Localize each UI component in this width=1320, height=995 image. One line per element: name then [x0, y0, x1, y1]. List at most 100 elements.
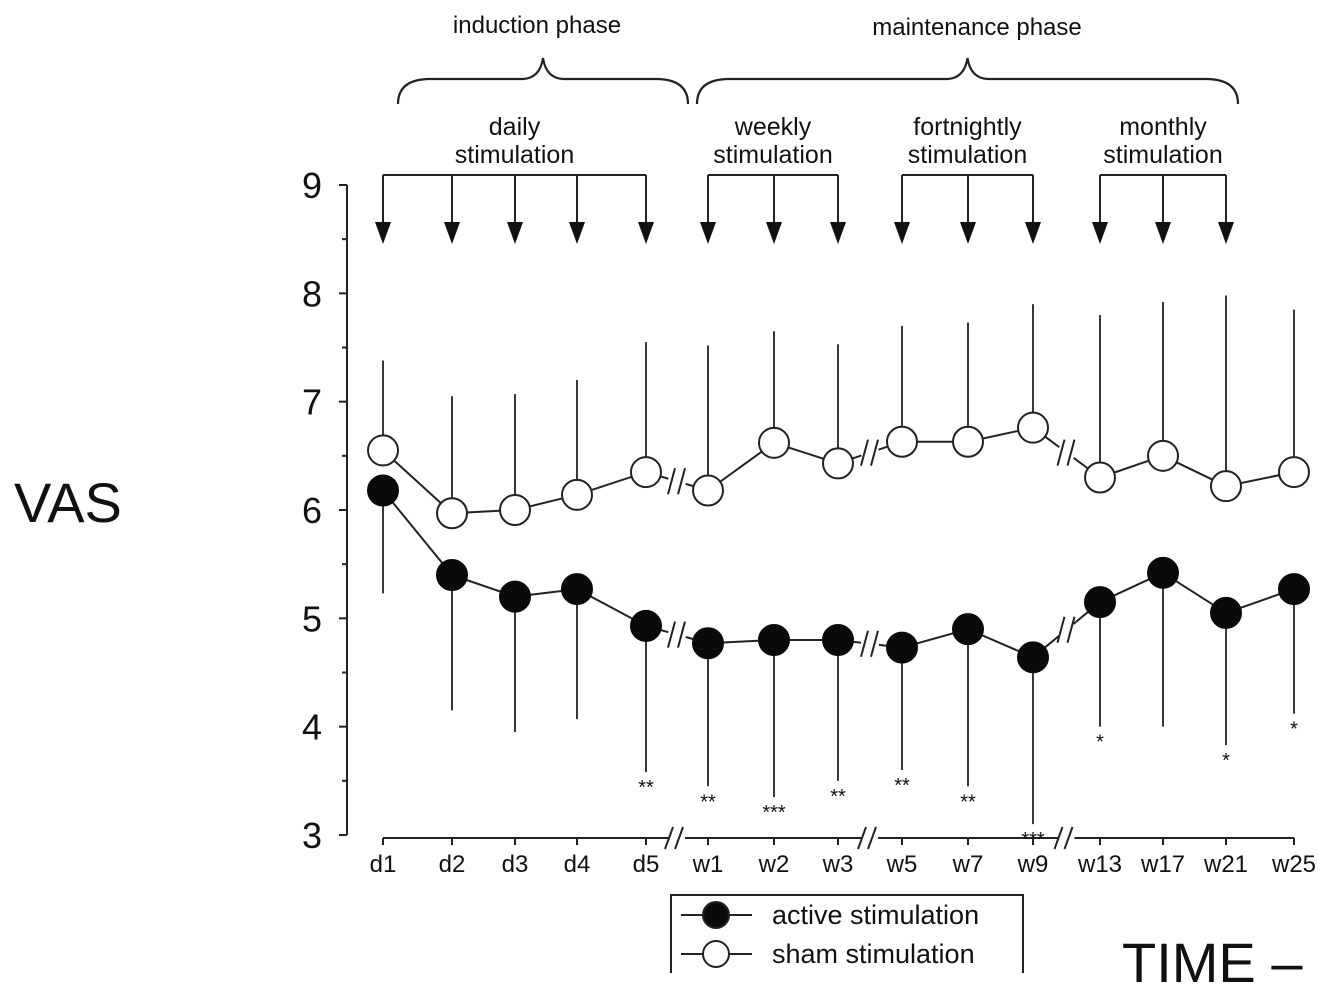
x-tick-label: d3: [502, 851, 529, 878]
y-tick-label: 3: [302, 815, 322, 856]
x-axis-label: TIME –: [1122, 931, 1303, 994]
stimulation-arrowhead: [1218, 222, 1234, 244]
significance-label: **: [830, 786, 846, 808]
sham-break-mark: [870, 439, 879, 466]
x-tick-label: d2: [439, 851, 466, 878]
significance-label: **: [638, 777, 654, 799]
stimulation-group-label: daily: [489, 113, 541, 141]
x-tick-label: w17: [1140, 851, 1185, 878]
sham-point: [1210, 470, 1242, 503]
sham-break-mark: [860, 439, 869, 466]
stimulation-group-label: stimulation: [1103, 141, 1223, 169]
x-tick-label: w7: [952, 851, 984, 878]
stimulation-group-label: stimulation: [455, 141, 575, 169]
active-point: [1278, 573, 1310, 606]
stimulation-arrowhead: [638, 222, 654, 244]
stimulation-arrowhead: [830, 222, 846, 244]
legend-label: sham stimulation: [772, 939, 975, 969]
stimulation-group-label: stimulation: [713, 141, 833, 169]
sham-point: [436, 497, 468, 530]
active-point: [692, 627, 724, 660]
x-tick-label: w13: [1077, 851, 1122, 878]
stimulation-group-label: monthly: [1119, 113, 1207, 141]
sham-point: [822, 447, 854, 480]
sham-point: [499, 494, 531, 526]
active-line: [382, 489, 453, 576]
x-tick-label: w2: [758, 851, 790, 878]
y-tick-label: 4: [302, 707, 322, 748]
active-point: [630, 609, 662, 642]
significance-label: ***: [762, 802, 786, 824]
active-point: [561, 573, 593, 606]
legend-box: [670, 894, 1024, 973]
active-point: [1147, 556, 1179, 589]
x-tick-label: w5: [886, 851, 918, 878]
significance-label: **: [960, 791, 976, 813]
active-break-mark: [677, 621, 686, 648]
stimulation-arrowhead: [1025, 222, 1041, 244]
stimulation-arrowhead: [894, 222, 910, 244]
active-break-mark: [860, 630, 869, 658]
significance-label: *: [1290, 719, 1298, 741]
sham-point: [1017, 411, 1049, 444]
y-tick-label: 7: [302, 382, 322, 423]
sham-break-mark: [677, 468, 686, 495]
sham-break-mark: [1056, 439, 1066, 466]
active-break-mark: [1056, 616, 1066, 643]
stimulation-arrowhead: [1155, 222, 1171, 244]
induction-phase-brace: [396, 57, 690, 105]
sham-point: [630, 456, 662, 489]
active-break-mark: [667, 621, 676, 648]
x-tick-label: d5: [633, 851, 660, 878]
stimulation-group-label: stimulation: [908, 141, 1028, 169]
y-tick-label: 9: [302, 165, 322, 206]
y-tick-label: 6: [302, 490, 322, 531]
legend-marker: [702, 940, 730, 968]
significance-label: **: [700, 791, 716, 813]
x-axis-break-mark: [664, 826, 674, 850]
active-point: [1210, 596, 1242, 629]
active-point: [367, 474, 399, 507]
stimulation-group-label: weekly: [734, 113, 812, 141]
y-axis-label: VAS: [14, 471, 122, 534]
stimulation-arrowhead: [569, 222, 585, 244]
active-point: [886, 631, 918, 664]
active-point: [1017, 641, 1049, 674]
significance-label: *: [1096, 732, 1104, 754]
x-axis-break-mark: [1063, 826, 1074, 850]
x-tick-label: w3: [822, 851, 854, 878]
stimulation-arrowhead: [444, 222, 460, 244]
sham-break-mark: [667, 468, 676, 495]
significance-label: *: [1222, 750, 1230, 772]
sham-break-mark: [1066, 439, 1076, 466]
active-break-mark: [1066, 616, 1076, 643]
sham-point: [367, 434, 399, 467]
x-axis-break-mark: [857, 826, 867, 850]
sham-point: [1278, 456, 1310, 489]
x-axis-break-mark: [867, 826, 877, 850]
active-point: [499, 580, 531, 613]
sham-point: [692, 474, 724, 507]
legend-label: active stimulation: [772, 900, 979, 930]
phase-label: maintenance phase: [872, 14, 1081, 41]
sham-point: [952, 425, 984, 458]
active-point: [436, 559, 468, 591]
sham-point: [1084, 461, 1116, 494]
y-tick-label: 8: [302, 273, 322, 314]
maintenance-phase-brace: [695, 57, 1240, 105]
legend-marker: [702, 901, 730, 929]
stimulation-arrowhead: [766, 222, 782, 244]
stimulation-group-label: fortnightly: [913, 113, 1022, 141]
x-tick-label: w25: [1271, 851, 1316, 878]
significance-label: ***: [1021, 829, 1045, 851]
x-tick-label: d1: [370, 851, 397, 878]
active-point: [758, 624, 790, 656]
active-point: [952, 613, 984, 646]
active-point: [1084, 586, 1116, 619]
significance-label: **: [894, 775, 910, 797]
stimulation-arrowhead: [507, 222, 523, 244]
stimulation-arrowhead: [960, 222, 976, 244]
x-tick-label: w1: [692, 851, 724, 878]
vas-chart: 3 4 5 6 7 8 9 d1 d2 d3 d4 d5 w1 w2 w3 w5 w7 w9 w13 w17 w21 w2…: [302, 12, 1316, 973]
stimulation-arrowhead: [1092, 222, 1108, 244]
